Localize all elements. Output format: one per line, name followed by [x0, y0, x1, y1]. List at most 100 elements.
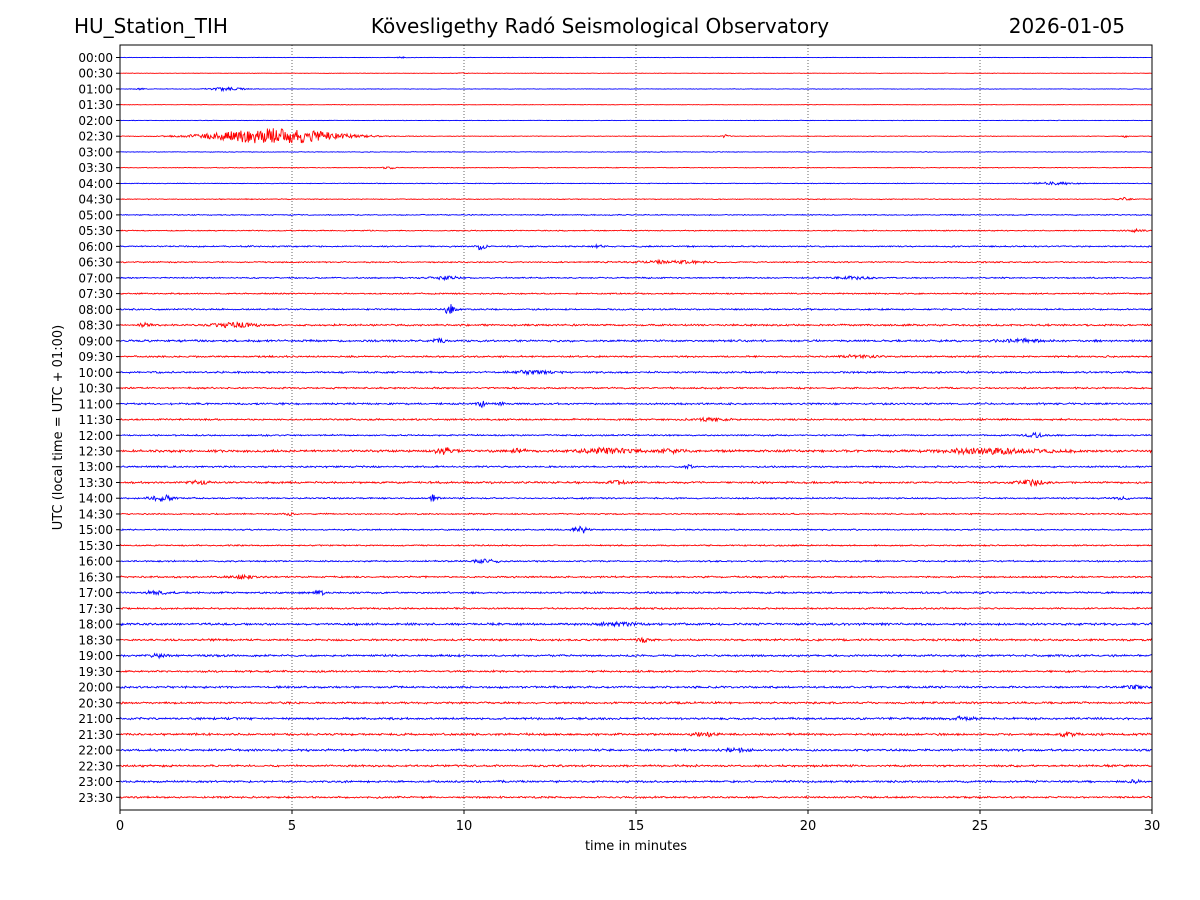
y-tick-label: 18:30	[78, 633, 113, 647]
x-axis: 0 5 10 15 20 25 30	[116, 810, 1160, 834]
trace-20:00	[119, 684, 1153, 690]
trace-16:30	[119, 573, 1153, 580]
y-tick-label: 04:00	[78, 177, 113, 191]
x-tick-label: 25	[972, 819, 989, 834]
trace-11:30	[119, 416, 1153, 423]
x-tick-label: 0	[116, 819, 124, 834]
y-tick-label: 04:30	[78, 193, 113, 207]
chart-date: 2026-01-05	[1008, 14, 1125, 38]
y-tick-label: 16:30	[78, 570, 113, 584]
y-tick-label: 10:30	[78, 382, 113, 396]
trace-12:30	[119, 446, 1153, 456]
x-axis-label: time in minutes	[585, 839, 687, 854]
y-tick-label: 09:30	[78, 350, 113, 364]
y-tick-label: 21:30	[78, 728, 113, 742]
y-tick-label: 01:00	[78, 82, 113, 96]
y-tick-label: 12:00	[78, 429, 113, 443]
y-tick-label: 23:00	[78, 775, 113, 789]
y-tick-label: 15:00	[78, 523, 113, 537]
x-tick-label: 30	[1144, 819, 1161, 834]
trace-03:30	[119, 166, 1153, 170]
y-tick-label: 03:00	[78, 145, 113, 159]
trace-20:30	[119, 700, 1153, 705]
trace-22:00	[119, 746, 1153, 754]
y-axis-label: UTC (local time = UTC + 01:00)	[51, 325, 66, 530]
trace-01:00	[119, 86, 1153, 93]
y-tick-label: 02:30	[78, 130, 113, 144]
chart-title: Kövesligethy Radó Seismological Observat…	[370, 14, 830, 38]
y-tick-label: 09:00	[78, 334, 113, 348]
y-tick-label: 11:00	[78, 397, 113, 411]
trace-08:30	[119, 321, 1153, 329]
y-tick-label: 06:00	[78, 240, 113, 254]
trace-00:00	[119, 56, 1153, 60]
trace-16:00	[119, 558, 1153, 565]
y-tick-label: 20:00	[78, 681, 113, 695]
y-tick-label: 15:30	[78, 539, 113, 553]
y-tick-label: 20:30	[78, 696, 113, 710]
trace-22:30	[119, 763, 1153, 768]
y-tick-label: 05:00	[78, 208, 113, 222]
trace-23:00	[119, 778, 1153, 785]
trace-03:00	[119, 151, 1153, 153]
trace-11:00	[119, 400, 1153, 409]
trace-15:00	[119, 525, 1153, 534]
y-tick-label: 07:00	[78, 271, 113, 285]
trace-14:30	[119, 511, 1153, 517]
y-tick-label: 19:00	[78, 649, 113, 663]
trace-00:30	[119, 72, 1153, 75]
trace-13:30	[119, 478, 1153, 488]
y-tick-label: 13:00	[78, 460, 113, 474]
y-tick-label: 21:00	[78, 712, 113, 726]
trace-05:00	[119, 213, 1153, 217]
y-tick-label: 12:30	[78, 445, 113, 459]
y-tick-label: 22:30	[78, 759, 113, 773]
y-tick-label: 14:30	[78, 507, 113, 521]
y-tick-label: 13:30	[78, 476, 113, 490]
trace-23:30	[119, 795, 1153, 800]
trace-18:00	[119, 620, 1153, 628]
y-tick-label: 02:00	[78, 114, 113, 128]
y-tick-label: 23:30	[78, 791, 113, 805]
y-tick-label: 17:00	[78, 586, 113, 600]
y-tick-label: 07:30	[78, 287, 113, 301]
x-tick-label: 5	[288, 819, 296, 834]
trace-17:00	[119, 589, 1153, 597]
y-tick-label: 10:00	[78, 366, 113, 380]
trace-07:30	[119, 292, 1153, 296]
trace-04:30	[119, 196, 1153, 201]
trace-05:30	[119, 227, 1153, 234]
y-tick-label: 05:30	[78, 224, 113, 238]
trace-12:00	[119, 431, 1153, 438]
y-tick-label: 19:30	[78, 665, 113, 679]
trace-14:00	[119, 494, 1153, 503]
grid-lines	[291, 45, 981, 810]
trace-15:30	[119, 543, 1153, 547]
y-tick-label: 08:30	[78, 319, 113, 333]
trace-21:00	[119, 714, 1153, 722]
trace-02:00	[119, 119, 1153, 122]
station-name: HU_Station_TIH	[74, 14, 228, 38]
y-tick-label: 08:00	[78, 303, 113, 317]
trace-06:00	[119, 243, 1153, 251]
trace-09:30	[119, 353, 1153, 360]
trace-09:00	[119, 337, 1152, 344]
trace-17:30	[119, 606, 1153, 611]
trace-06:30	[119, 258, 1153, 266]
trace-13:00	[119, 464, 1153, 470]
traces	[119, 56, 1153, 800]
trace-10:30	[119, 386, 1153, 390]
y-tick-label: 18:00	[78, 618, 113, 632]
trace-02:30	[119, 128, 1153, 144]
y-tick-label: 00:30	[78, 67, 113, 81]
trace-18:30	[119, 636, 1153, 643]
trace-19:00	[119, 652, 1153, 660]
trace-07:00	[119, 275, 1153, 282]
y-tick-label: 14:00	[78, 492, 113, 506]
trace-21:30	[119, 730, 1153, 738]
y-tick-label: 03:30	[78, 161, 113, 175]
x-tick-label: 10	[456, 819, 473, 834]
trace-19:30	[119, 669, 1153, 674]
